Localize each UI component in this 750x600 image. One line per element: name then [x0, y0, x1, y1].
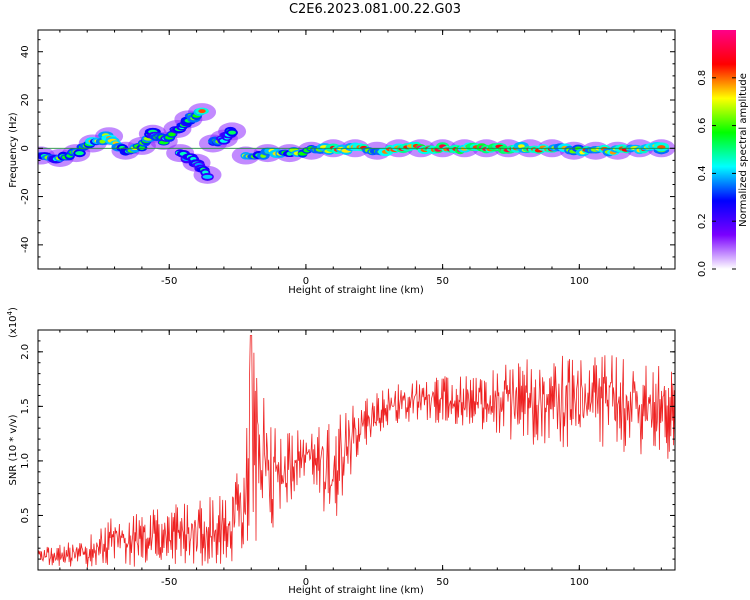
- spectrogram-panel: -50 0 50 100 -40 -20 0 20 40 Height of straight …: [8, 29, 676, 296]
- spectrogram-core: [138, 145, 145, 150]
- colorbar-tick-label: 0.2: [697, 213, 708, 229]
- snr-ticks: -50 0 50 100 0.5 1.0 1.5 2.0: [20, 330, 675, 588]
- spectrogram-core: [517, 144, 525, 149]
- x-tick-label: 0: [303, 577, 309, 588]
- spectrogram-core: [228, 130, 236, 135]
- x-tick-label: 50: [436, 276, 449, 287]
- x-tick-label: -50: [161, 577, 177, 588]
- spectrogram-xlabel: Height of straight line (km): [288, 285, 424, 296]
- snr-ylabel: SNR (10 * v/v): [8, 414, 19, 485]
- colorbar-tick-label: 0.6: [697, 118, 708, 134]
- y-tick-label: 1.5: [20, 398, 31, 414]
- x-tick-label: 0: [303, 276, 309, 287]
- y-tick-label: 1.0: [20, 453, 31, 469]
- spectrogram-core: [202, 174, 213, 179]
- colorbar: 0.0 0.2 0.4 0.6 0.8 Normalized spectral ampl…: [697, 30, 749, 277]
- y-tick-label: -40: [20, 237, 31, 253]
- x-tick-label: -50: [161, 276, 177, 287]
- x-tick-label: 100: [570, 276, 589, 287]
- snr-xlabel: Height of straight line (km): [288, 585, 424, 596]
- colorbar-tick-label: 0.8: [697, 70, 708, 86]
- colorbar-strip: [712, 30, 736, 269]
- y-tick-label: 0.5: [20, 508, 31, 524]
- svg-text:(x104): (x104): [6, 307, 19, 338]
- snr-multiplier: (x104): [6, 307, 19, 338]
- y-tick-label: 2.0: [20, 344, 31, 360]
- snr-panel: -50 0 50 100 0.5 1.0 1.5 2.0 Height of straight…: [6, 307, 676, 596]
- spectrogram-core: [75, 151, 84, 156]
- spectrogram-ylabel: Frequency (Hz): [8, 112, 19, 188]
- spectrogram-core: [198, 109, 206, 114]
- snr-multiplier-exp: 4: [6, 310, 14, 315]
- snr-series-line: [38, 335, 675, 568]
- spectrogram-frame: [37, 29, 676, 270]
- spectrogram-heatmap: [38, 103, 675, 184]
- x-tick-label: 100: [570, 577, 589, 588]
- y-tick-label: 40: [20, 45, 31, 58]
- spectrogram-ticks: -50 0 50 100 -40 -20 0 20 40: [20, 30, 675, 287]
- y-tick-label: 0: [20, 145, 31, 151]
- snr-multiplier-base: (x10: [8, 315, 19, 338]
- x-tick-label: 50: [436, 577, 449, 588]
- y-tick-label: 20: [20, 94, 31, 107]
- y-tick-label: -20: [20, 188, 31, 204]
- colorbar-tick-label: 0.4: [697, 165, 708, 181]
- colorbar-ticks: 0.0 0.2 0.4 0.6 0.8: [697, 70, 736, 277]
- colorbar-label: Normalized spectral amplitude: [738, 73, 749, 227]
- spectrogram-core: [168, 132, 176, 137]
- chart-title: C2E6.2023.081.00.22.G03: [288, 2, 462, 17]
- colorbar-tick-label: 0.0: [697, 261, 708, 277]
